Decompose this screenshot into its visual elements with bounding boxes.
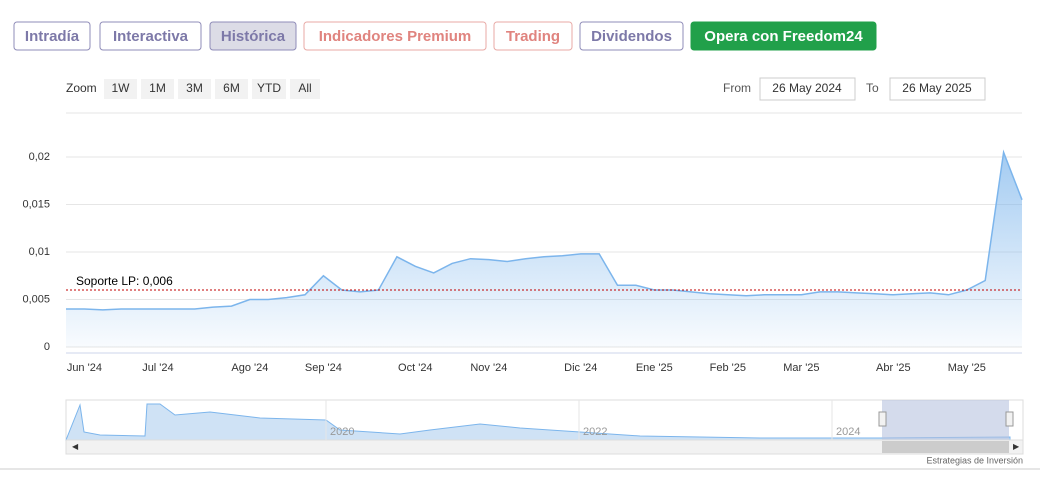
tab-label[interactable]: Histórica [221, 28, 286, 45]
area [66, 152, 1022, 347]
x-tick-label: Sep '24 [305, 362, 342, 374]
x-tick-label: Ago '24 [231, 362, 268, 374]
navigator-handle[interactable] [1005, 411, 1014, 427]
navigator-label: 2020 [330, 426, 354, 438]
x-tick-label: Abr '25 [876, 362, 911, 374]
zoom-button[interactable] [290, 79, 320, 99]
from-input[interactable] [759, 77, 856, 101]
scroll-arrow[interactable]: ▶ [1013, 442, 1020, 451]
y-tick-label: 0,02 [29, 151, 50, 163]
x-tick-label: Dic '24 [564, 362, 597, 374]
to-input[interactable] [889, 77, 986, 101]
zoom-button-label[interactable]: YTD [257, 81, 281, 95]
zoom-button[interactable] [104, 79, 137, 99]
tab[interactable] [493, 21, 573, 51]
navigator-label: 2022 [583, 426, 607, 438]
x-tick-label: Jul '24 [142, 362, 173, 374]
y-tick-label: 0 [44, 341, 50, 353]
to-value[interactable]: 26 May 2025 [902, 81, 972, 95]
zoom-button[interactable] [252, 79, 286, 99]
x-tick-label: Mar '25 [783, 362, 819, 374]
x-tick-label: Jun '24 [67, 362, 102, 374]
tab[interactable] [579, 21, 684, 51]
tab[interactable] [13, 21, 91, 51]
scroll-arrow[interactable]: ◀ [72, 442, 79, 451]
x-tick-label: May '25 [948, 362, 986, 374]
zoom-button-label[interactable]: 1W [112, 81, 131, 95]
credit: Estrategias de Inversión [926, 455, 1023, 465]
tab[interactable] [209, 21, 297, 51]
line [66, 149, 1023, 311]
tab[interactable] [303, 21, 487, 51]
zoom-button[interactable] [141, 79, 174, 99]
scrollbar[interactable] [65, 439, 1024, 455]
zoom-label: Zoom [66, 81, 97, 95]
x-tick-label: Feb '25 [710, 362, 746, 374]
tab-label[interactable]: Indicadores Premium [319, 28, 472, 45]
from-value[interactable]: 26 May 2024 [772, 81, 842, 95]
zoom-button-label[interactable]: All [298, 81, 311, 95]
support-label: Soporte LP: 0,006 [76, 274, 173, 288]
y-tick-label: 0,015 [22, 198, 50, 210]
scrollbar-thumb[interactable] [882, 441, 1009, 453]
x-tick-label: Nov '24 [470, 362, 507, 374]
y-tick-label: 0,005 [22, 293, 50, 305]
navigator-selection[interactable] [882, 400, 1009, 440]
x-tick-label: Ene '25 [636, 362, 673, 374]
zoom-button[interactable] [215, 79, 248, 99]
navigator-label: 2024 [836, 426, 860, 438]
tab[interactable] [99, 21, 202, 51]
zoom-button[interactable] [178, 79, 211, 99]
x-tick-label: Oct '24 [398, 362, 433, 374]
zoom-button-label[interactable]: 1M [149, 81, 166, 95]
zoom-button-label[interactable]: 3M [186, 81, 203, 95]
navigator-handle[interactable] [878, 411, 887, 427]
tab-label[interactable]: Dividendos [591, 28, 672, 45]
tab-label[interactable]: Interactiva [113, 28, 189, 45]
from-label: From [723, 81, 751, 95]
tab-label[interactable]: Opera con Freedom24 [704, 28, 863, 45]
tab-label[interactable]: Intradía [25, 28, 80, 45]
to-label: To [866, 81, 879, 95]
tab-label[interactable]: Trading [506, 28, 560, 45]
zoom-button-label[interactable]: 6M [223, 81, 240, 95]
y-tick-label: 0,01 [29, 246, 50, 258]
tab[interactable] [690, 21, 877, 51]
